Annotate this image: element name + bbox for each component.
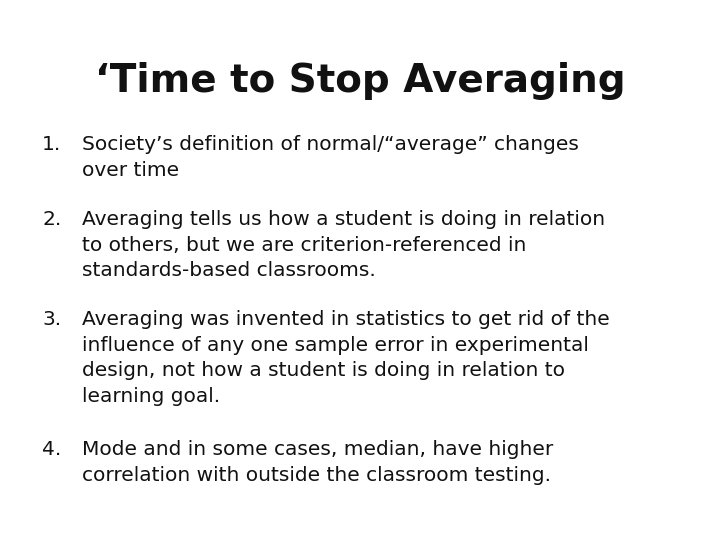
Text: Averaging was invented in statistics to get rid of the
influence of any one samp: Averaging was invented in statistics to …	[82, 310, 610, 406]
Text: 3.: 3.	[42, 310, 61, 329]
Text: Society’s definition of normal/“average” changes
over time: Society’s definition of normal/“average”…	[82, 135, 579, 180]
Text: 2.: 2.	[42, 210, 61, 229]
Text: 1.: 1.	[42, 135, 61, 154]
Text: ‘Time to Stop Averaging: ‘Time to Stop Averaging	[95, 62, 625, 100]
Text: Averaging tells us how a student is doing in relation
to others, but we are crit: Averaging tells us how a student is doin…	[82, 210, 605, 280]
Text: 4.: 4.	[42, 440, 61, 459]
Text: Mode and in some cases, median, have higher
correlation with outside the classro: Mode and in some cases, median, have hig…	[82, 440, 553, 485]
